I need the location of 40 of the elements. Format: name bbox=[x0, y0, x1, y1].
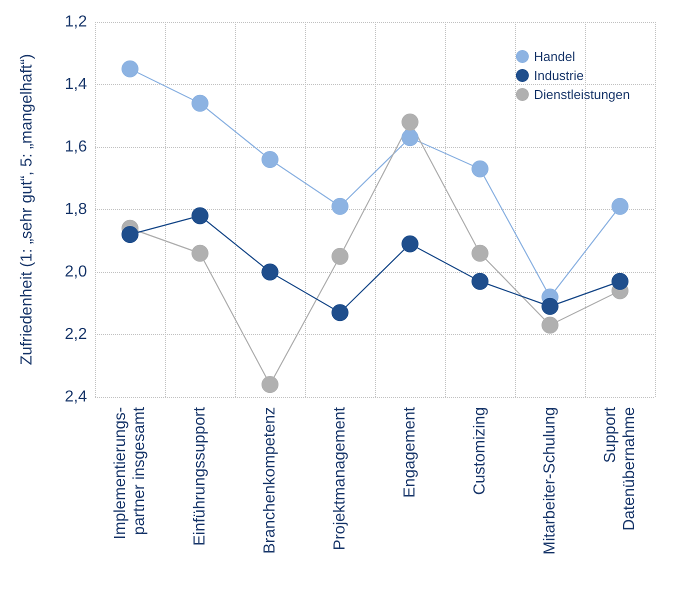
x-tick-label: Engagement bbox=[402, 406, 418, 498]
x-tick-label: Mitarbeiter-Schulung bbox=[542, 407, 558, 555]
point bbox=[192, 94, 208, 112]
point bbox=[192, 207, 208, 224]
point bbox=[332, 198, 348, 215]
y-tick-label: 2,0 bbox=[64, 264, 88, 280]
point bbox=[122, 60, 138, 78]
legend-label: Industrie bbox=[534, 68, 584, 83]
y-tick-label: 2,4 bbox=[64, 388, 88, 406]
legend-label: Handel bbox=[534, 49, 576, 64]
point bbox=[122, 226, 138, 243]
point bbox=[262, 264, 278, 280]
point bbox=[332, 248, 348, 265]
point bbox=[402, 129, 418, 146]
y-tick-label: 1,2 bbox=[64, 14, 88, 30]
point bbox=[542, 316, 558, 334]
y-axis-title: Zufriedenheit (1: „sehr gut“, 5: „mangelhaft“) bbox=[18, 54, 36, 366]
x-tick-label: Einführungssupport bbox=[192, 406, 208, 546]
point bbox=[192, 244, 208, 262]
y-tick-label: 2,2 bbox=[64, 326, 88, 343]
y-tick-label: 1,6 bbox=[64, 138, 88, 156]
x-tick-label: Projektmanagement bbox=[332, 406, 348, 550]
point bbox=[472, 244, 488, 262]
legend-label: Dienstleistungen bbox=[534, 87, 630, 102]
y-tick-label: 1,8 bbox=[64, 201, 88, 218]
point bbox=[402, 235, 418, 252]
x-tick-label: Branchenkompetenz bbox=[262, 407, 278, 554]
x-tick-label: Support Datenübernahme bbox=[602, 406, 638, 531]
x-tick-label: Customizing bbox=[472, 407, 488, 496]
point bbox=[262, 376, 278, 393]
x-tick-label: Implementierungs- partner insgesamt bbox=[112, 406, 148, 540]
point bbox=[332, 304, 348, 322]
point bbox=[612, 272, 628, 290]
point bbox=[402, 114, 418, 130]
point bbox=[472, 160, 488, 178]
point bbox=[612, 198, 628, 215]
y-tick-label: 1,4 bbox=[64, 76, 88, 93]
point bbox=[542, 298, 558, 315]
point bbox=[262, 151, 278, 168]
point bbox=[472, 272, 488, 290]
